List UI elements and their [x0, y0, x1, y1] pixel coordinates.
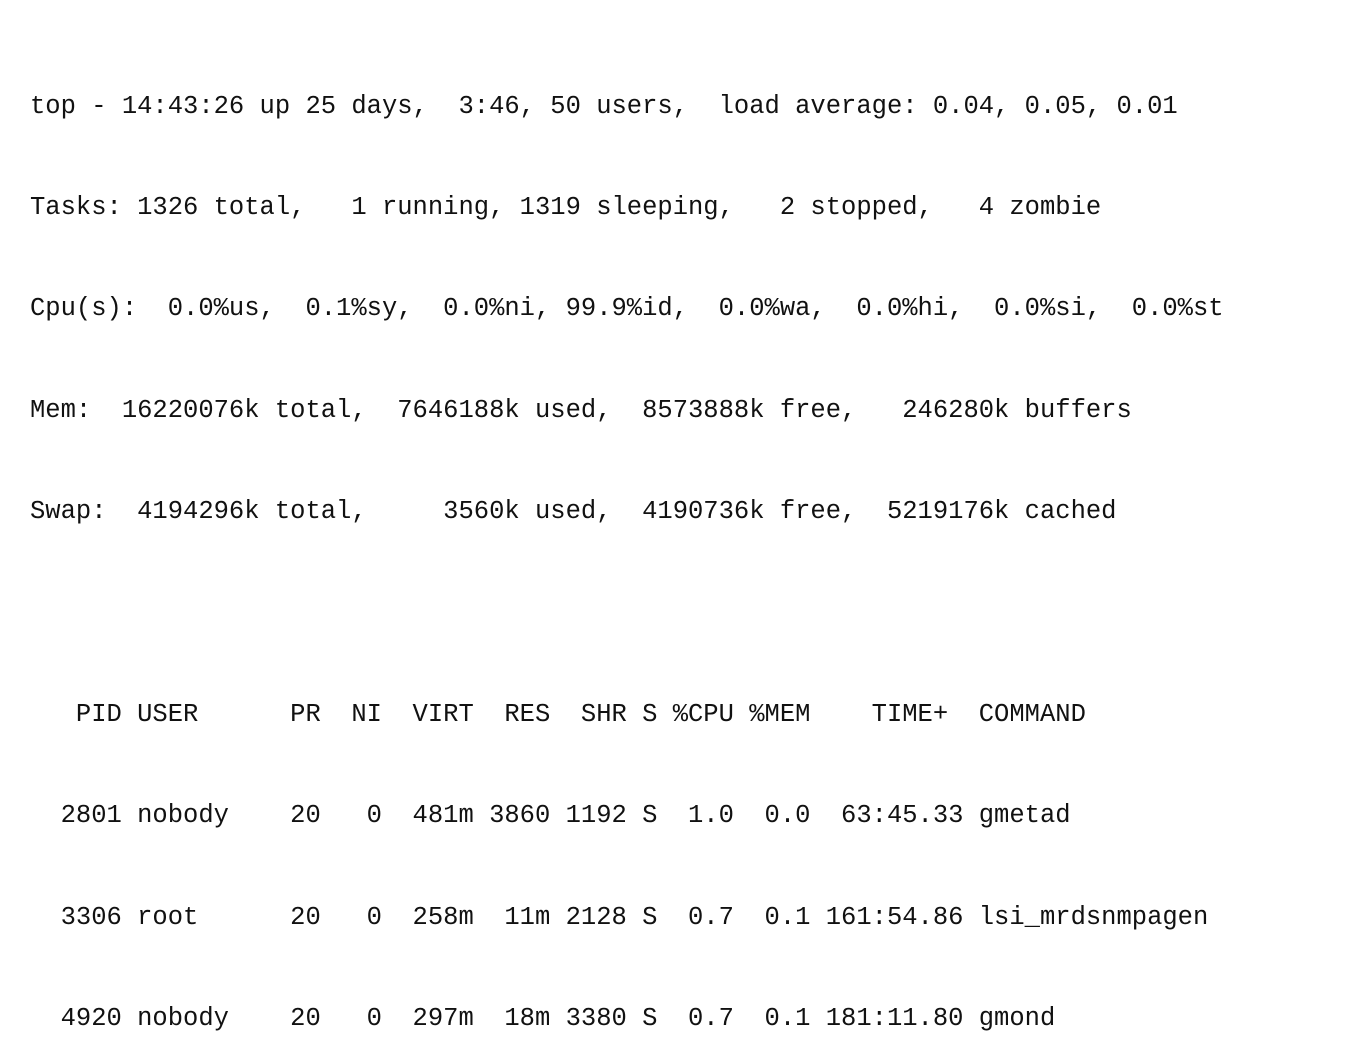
- table-row: 3306 root 20 0 258m 11m 2128 S 0.7 0.1 1…: [30, 902, 1209, 932]
- table-row: 2801 nobody 20 0 481m 3860 1192 S 1.0 0.…: [30, 801, 1071, 831]
- mem-line: Mem: 16220076k total, 7646188k used, 857…: [30, 395, 1132, 425]
- table-row: 4920 nobody 20 0 297m 18m 3380 S 0.7 0.1…: [30, 1004, 1056, 1034]
- tasks-line: Tasks: 1326 total, 1 running, 1319 sleep…: [30, 192, 1102, 222]
- terminal-output: top - 14:43:26 up 25 days, 3:46, 50 user…: [30, 22, 1224, 1062]
- cpu-line: Cpu(s): 0.0%us, 0.1%sy, 0.0%ni, 99.9%id,…: [30, 294, 1224, 324]
- process-table-header: PID USER PR NI VIRT RES SHR S %CPU %MEM …: [30, 699, 1086, 729]
- swap-line: Swap: 4194296k total, 3560k used, 419073…: [30, 497, 1117, 527]
- uptime-line: top - 14:43:26 up 25 days, 3:46, 50 user…: [30, 91, 1178, 121]
- blank-line: [30, 597, 1224, 631]
